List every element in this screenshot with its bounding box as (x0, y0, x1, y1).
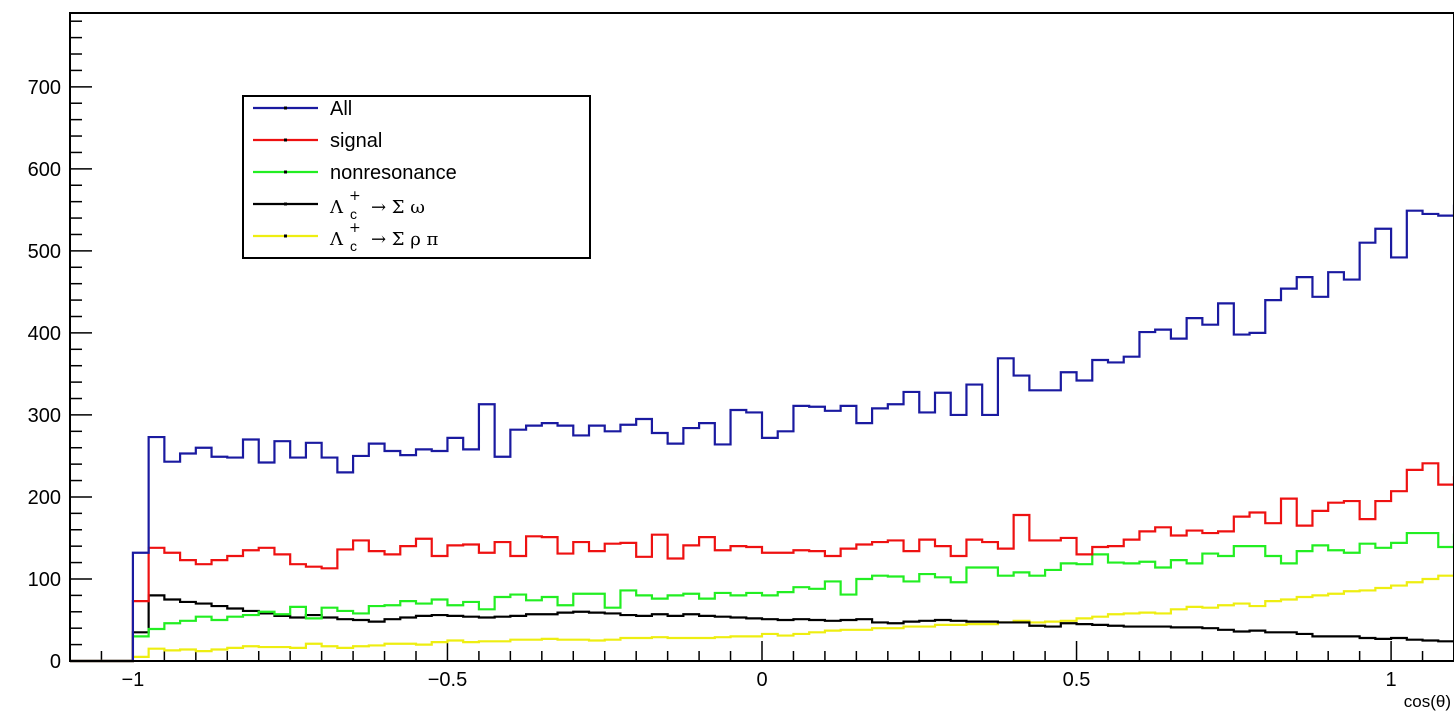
legend-subscript: c (350, 206, 357, 222)
legend-decay-text: → Σ ρ π (371, 229, 439, 250)
x-tick-label: −0.5 (428, 669, 467, 691)
y-tick-label: 600 (28, 159, 61, 181)
series-line-1 (70, 462, 1454, 663)
plot-frame (69, 12, 1454, 662)
x-axis-title: cos(θ) (1404, 692, 1451, 711)
legend-marker (284, 234, 287, 238)
legend-lambda: Λ (329, 229, 344, 250)
legend-decay-text: → Σ ω (371, 197, 425, 218)
legend-marker (284, 202, 287, 206)
y-tick-label: 500 (28, 241, 61, 263)
series-line-2 (70, 531, 1454, 663)
tick-labels: −1 −0.5 0 0.5 1 0 100 200 300 400 500 600 700 (28, 77, 1397, 691)
legend-lambda: Λ (329, 197, 344, 218)
legend-superscript: + (349, 188, 361, 204)
legend-label: All (330, 98, 352, 120)
y-tick-label: 100 (28, 569, 61, 591)
x-tick-label: 0.5 (1063, 669, 1091, 691)
x-tick-label: −1 (122, 669, 145, 691)
y-tick-label: 700 (28, 77, 61, 99)
legend-subscript: c (350, 238, 357, 254)
y-tick-label: 300 (28, 405, 61, 427)
axis-ticks (69, 20, 1454, 662)
legend-marker (284, 138, 287, 142)
y-tick-label: 400 (28, 323, 61, 345)
legend-label: nonresonance (330, 162, 457, 184)
legend-box (242, 95, 591, 259)
x-tick-label: 0 (756, 669, 767, 691)
legend-marker (284, 170, 287, 174)
series-line-4 (70, 571, 1454, 663)
x-tick-label: 1 (1386, 669, 1397, 691)
legend-superscript: + (349, 220, 361, 236)
y-tick-label: 200 (28, 487, 61, 509)
legend-marker (284, 106, 287, 110)
y-tick-label: 0 (50, 651, 61, 673)
series-line-0 (70, 204, 1454, 663)
series-layer (70, 204, 1454, 663)
legend-label: signal (330, 130, 382, 152)
series-line-3 (70, 594, 1454, 663)
